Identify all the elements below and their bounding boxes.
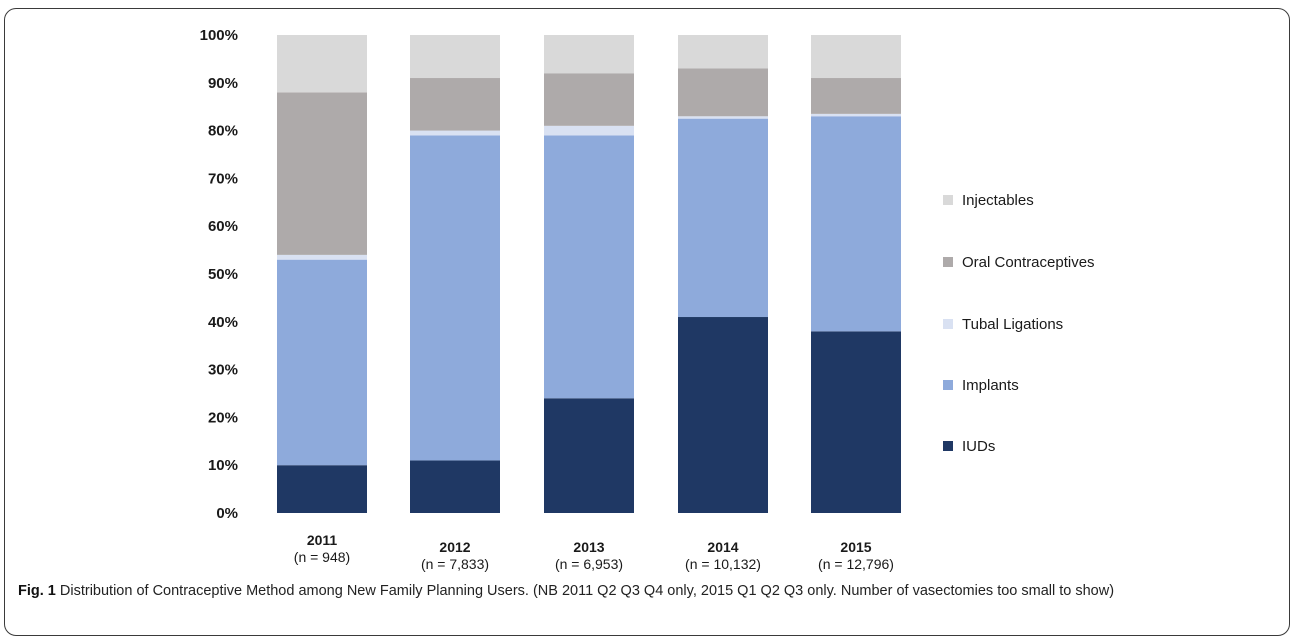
y-tick-label: 50% xyxy=(208,266,238,283)
x-tick-label: 2011 xyxy=(307,532,338,548)
bar-stack-2011 xyxy=(277,35,367,513)
y-tick-label: 80% xyxy=(208,123,238,140)
legend-swatch xyxy=(943,257,953,267)
x-tick-label: 2014 xyxy=(707,539,738,555)
bar-segment-injectables xyxy=(277,35,367,93)
bar-segment-tubal-ligations xyxy=(544,125,634,136)
legend-item: Implants xyxy=(943,377,1019,394)
bar-segment-implants xyxy=(811,116,901,332)
x-tick-sublabel: (n = 948) xyxy=(294,549,350,565)
figure-caption: Fig. 1 Distribution of Contraceptive Met… xyxy=(18,580,1268,602)
y-tick-label: 30% xyxy=(208,362,238,379)
y-tick-label: 60% xyxy=(208,218,238,235)
bar-segment-oral-contraceptives xyxy=(811,78,901,114)
bars xyxy=(277,35,901,513)
y-tick-label: 40% xyxy=(208,314,238,331)
legend-item: Injectables xyxy=(943,192,1034,209)
legend-label: Implants xyxy=(962,377,1019,394)
bar-segment-iuds xyxy=(410,460,500,513)
legend-label: Injectables xyxy=(962,192,1034,209)
legend-item: Tubal Ligations xyxy=(943,316,1063,333)
bar-segment-tubal-ligations xyxy=(811,113,901,117)
bar-segment-implants xyxy=(277,259,367,466)
bar-segment-injectables xyxy=(811,35,901,79)
x-tick-sublabel: (n = 10,132) xyxy=(685,556,761,572)
x-tick-label: 2015 xyxy=(840,539,871,555)
legend-item: Oral Contraceptives xyxy=(943,254,1095,271)
legend-swatch xyxy=(943,319,953,329)
y-tick-label: 100% xyxy=(200,27,238,44)
bar-segment-implants xyxy=(544,135,634,399)
caption-text: Distribution of Contraceptive Method amo… xyxy=(55,583,1115,599)
x-tick-label: 2013 xyxy=(573,539,604,555)
legend-label: Oral Contraceptives xyxy=(962,254,1095,271)
bar-segment-iuds xyxy=(811,331,901,513)
bar-stack-2012 xyxy=(410,35,500,513)
y-tick-label: 20% xyxy=(208,409,238,426)
bar-segment-injectables xyxy=(544,35,634,74)
y-tick-label: 90% xyxy=(208,75,238,92)
legend: Injectables Oral Contraceptives Tubal Liga… xyxy=(943,192,1095,455)
bar-segment-iuds xyxy=(544,398,634,513)
bar-segment-tubal-ligations xyxy=(678,116,768,119)
legend-label: IUDs xyxy=(962,438,995,455)
legend-swatch xyxy=(943,380,953,390)
legend-swatch xyxy=(943,195,953,205)
x-tick-label: 2012 xyxy=(439,539,470,555)
bar-stack-2013 xyxy=(544,35,634,513)
y-tick-label: 10% xyxy=(208,457,238,474)
bar-stack-2014 xyxy=(678,35,768,513)
legend-label: Tubal Ligations xyxy=(962,316,1063,333)
bar-segment-tubal-ligations xyxy=(277,254,367,260)
bar-segment-oral-contraceptives xyxy=(410,78,500,131)
legend-item: IUDs xyxy=(943,438,995,455)
x-tick-sublabel: (n = 12,796) xyxy=(818,556,894,572)
x-axis: 2011(n = 948) 2012(n = 7,833) 2013(n = 6,9… xyxy=(294,532,894,572)
bar-segment-tubal-ligations xyxy=(410,130,500,136)
legend-swatch xyxy=(943,441,953,451)
bar-segment-oral-contraceptives xyxy=(678,68,768,117)
bar-stack-2015 xyxy=(811,35,901,513)
bar-segment-injectables xyxy=(678,35,768,69)
bar-segment-iuds xyxy=(277,465,367,513)
y-tick-label: 70% xyxy=(208,170,238,187)
x-tick-sublabel: (n = 7,833) xyxy=(421,556,489,572)
x-tick-sublabel: (n = 6,953) xyxy=(555,556,623,572)
bar-segment-injectables xyxy=(410,35,500,79)
figure-frame xyxy=(4,8,1290,636)
bar-segment-oral-contraceptives xyxy=(277,92,367,255)
y-axis: 0% 10% 20% 30% 40% 50% 60% 70% 80% 90% 100% xyxy=(200,27,238,522)
y-tick-label: 0% xyxy=(216,505,238,522)
bar-segment-implants xyxy=(678,118,768,318)
bar-segment-implants xyxy=(410,135,500,461)
bar-segment-oral-contraceptives xyxy=(544,73,634,126)
figure-label: Fig. 1 xyxy=(18,583,56,599)
bar-segment-iuds xyxy=(678,317,768,513)
